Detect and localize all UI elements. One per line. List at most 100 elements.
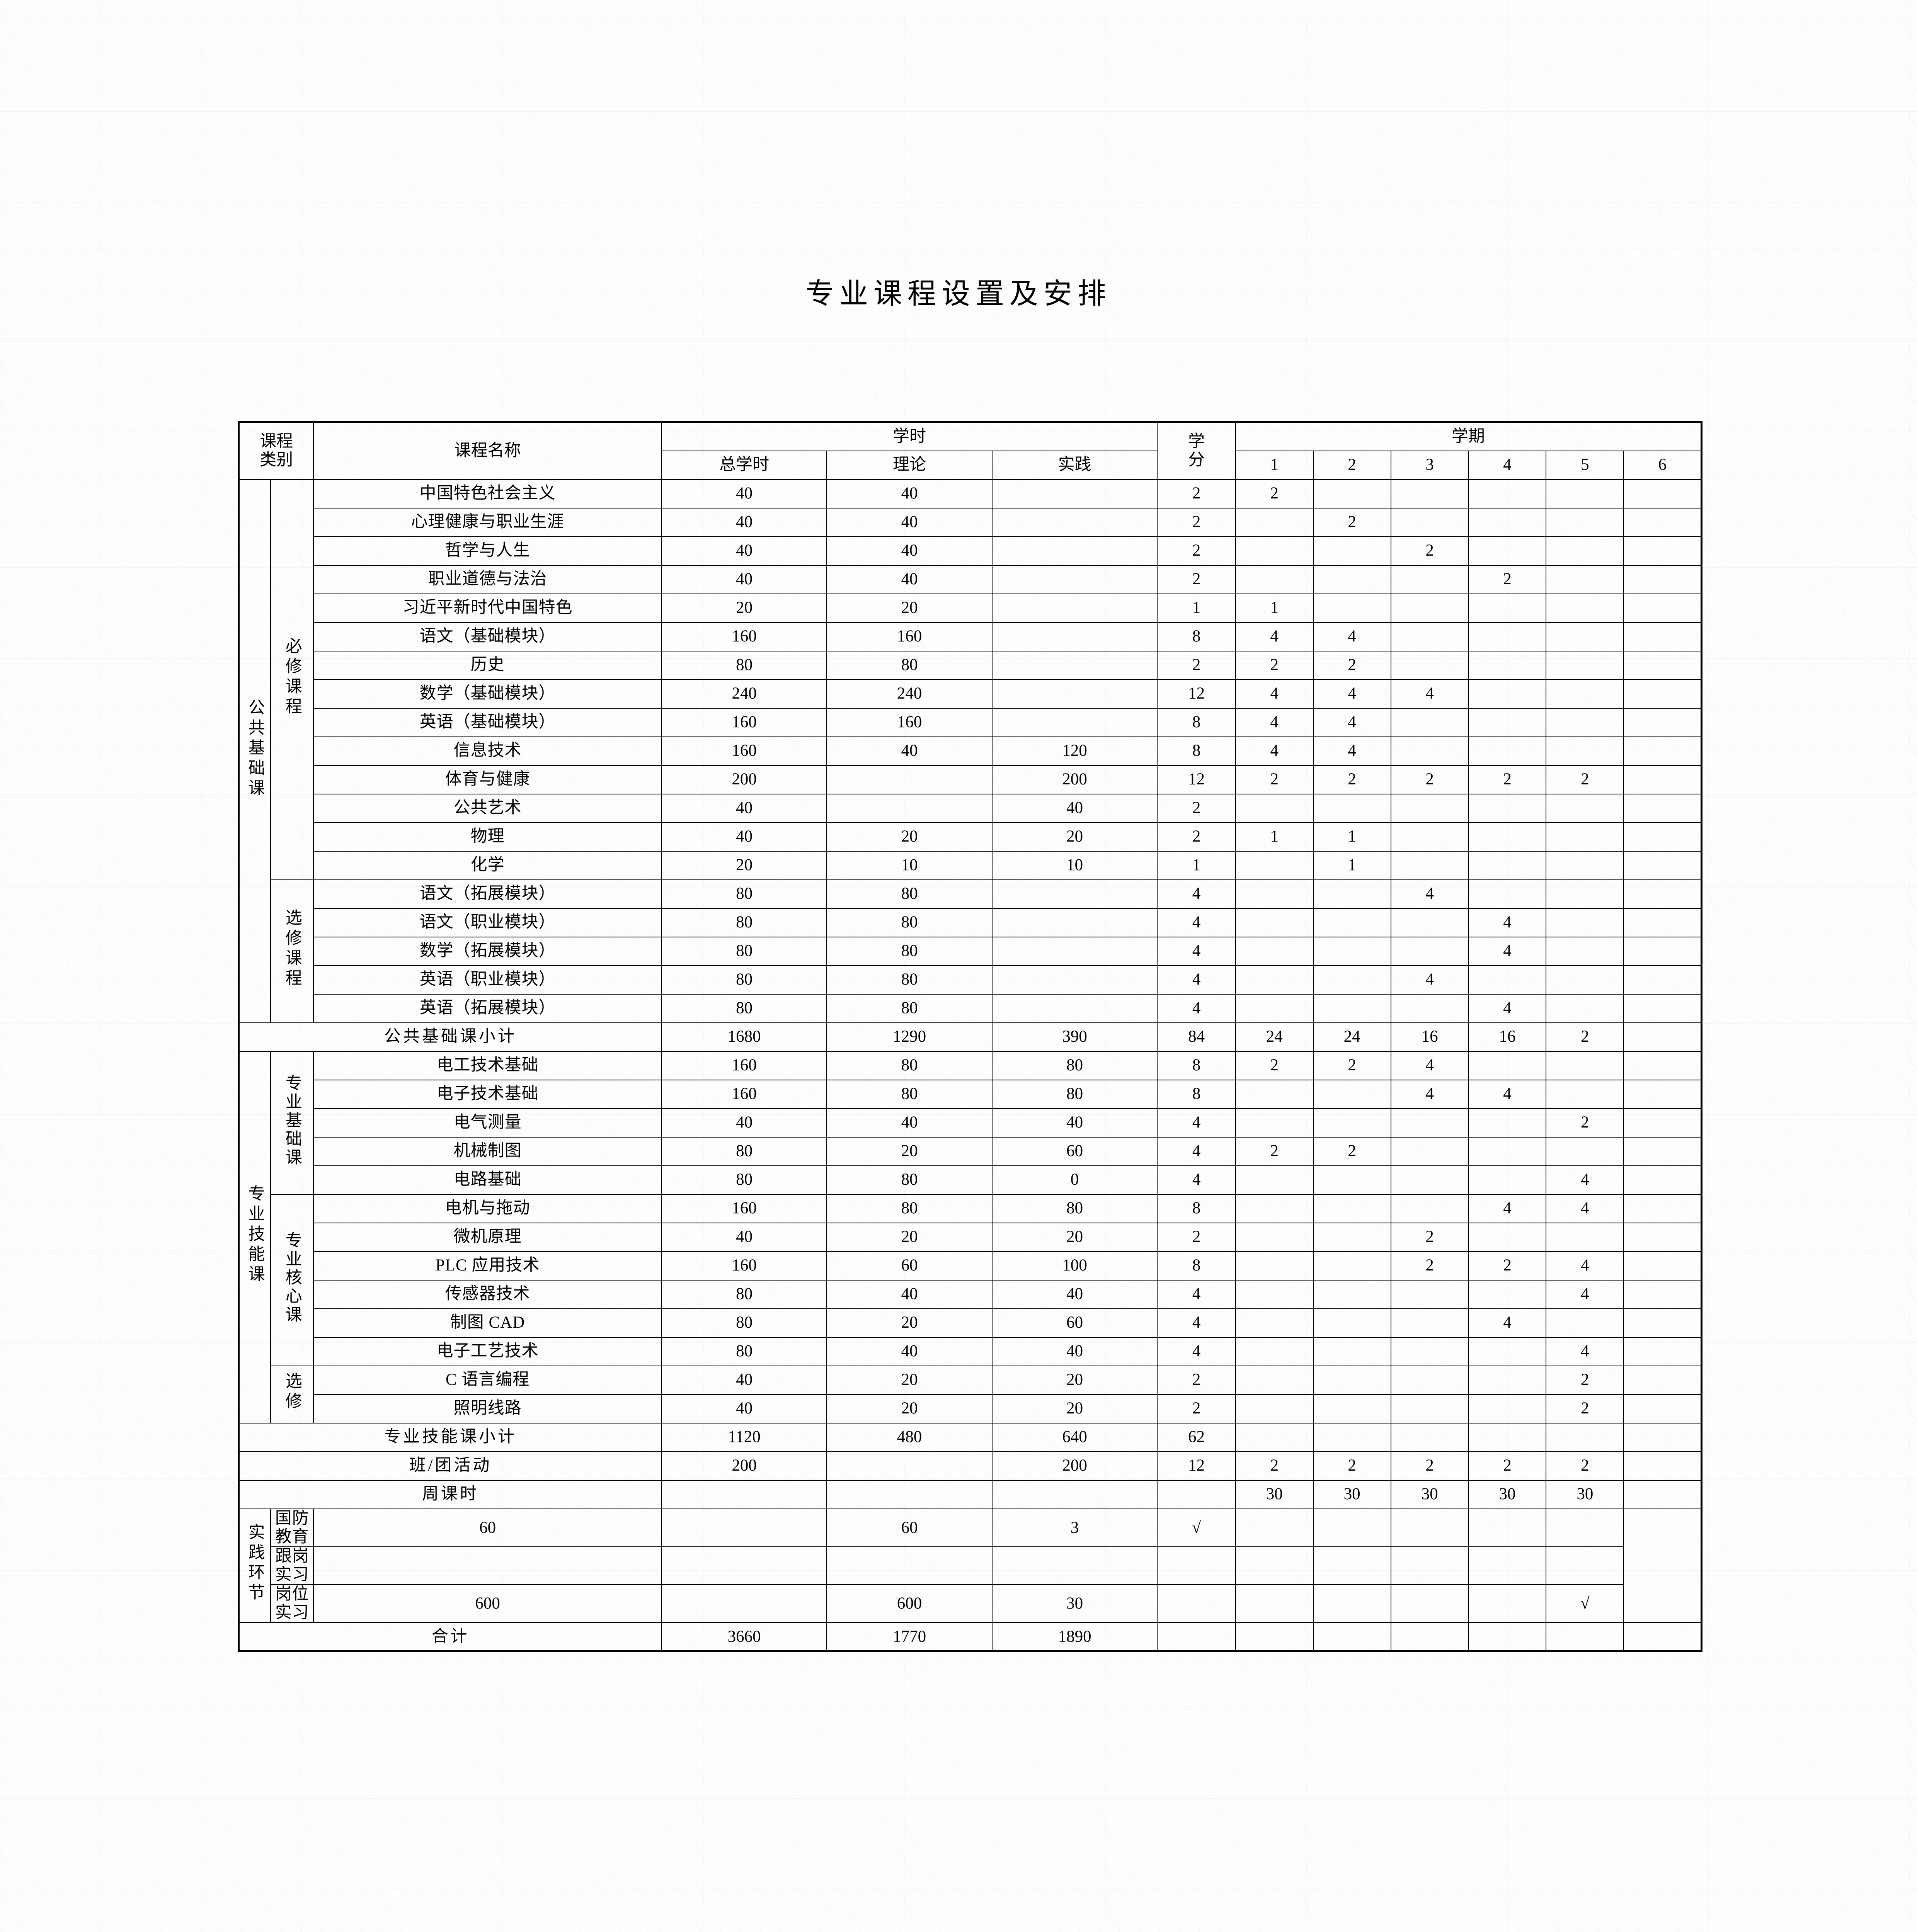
semester-6-cell <box>1623 1108 1702 1138</box>
semester-5-cell <box>1546 1051 1624 1080</box>
semester-5-cell: 30 <box>1546 1480 1624 1509</box>
semester-4-cell <box>1468 1136 1547 1166</box>
semester-1-cell <box>1235 1108 1314 1138</box>
semester-6-cell <box>1623 1051 1702 1080</box>
grand-total-semester-6 <box>1623 1622 1702 1652</box>
semester-4-cell <box>1468 1108 1547 1138</box>
course-name-cell: 体育与健康 <box>313 765 662 794</box>
total-hours-cell: 80 <box>661 1308 827 1338</box>
semester-2-cell <box>1313 965 1391 995</box>
semester-2-cell <box>1313 879 1391 909</box>
header-practice-hours: 实践 <box>991 450 1158 480</box>
table-row: 英语（基础模块） 160 160 8 4 4 <box>239 707 1702 737</box>
header-row-1: 课程 类别 课程名称 学时 学 分 学期 <box>238 422 1702 480</box>
semester-6-cell <box>1623 1194 1702 1223</box>
course-name-cell: 电子技术基础 <box>313 1079 662 1109</box>
practice-hours-cell: 60 <box>991 1308 1158 1338</box>
credit-cell: 4 <box>1157 1108 1236 1138</box>
credit-cell: 30 <box>991 1584 1158 1623</box>
practice-hours-cell: 20 <box>991 1365 1158 1395</box>
semester-5-cell <box>1546 565 1624 594</box>
semester-6-cell <box>1623 1279 1702 1309</box>
total-hours-cell: 160 <box>661 707 827 737</box>
practice-hours-cell <box>991 707 1158 737</box>
semester-3-cell <box>1390 850 1469 880</box>
theory-hours-cell: 160 <box>826 707 993 737</box>
header-semester-6: 6 <box>1623 450 1702 480</box>
semester-1-cell <box>1235 1222 1314 1252</box>
semester-4-cell: 4 <box>1468 1194 1547 1223</box>
semester-6-cell <box>1623 1251 1702 1281</box>
semester-2-cell <box>1313 1365 1391 1395</box>
table-head: 课程 类别 课程名称 学时 学 分 学期 总学时 理论 实践 1 2 3 4 5 <box>238 422 1702 480</box>
subtotal-semester-3: 16 <box>1390 1022 1469 1052</box>
total-hours-cell: 160 <box>661 1251 827 1281</box>
credit-cell <box>1157 1480 1236 1509</box>
semester-4-cell <box>1468 1222 1547 1252</box>
practice-hours-cell <box>991 593 1158 623</box>
semester-4-cell <box>1468 1165 1547 1195</box>
semester-3-cell <box>1390 1365 1469 1395</box>
semester-4-cell <box>1468 965 1547 995</box>
semester-6-cell <box>1623 1337 1702 1366</box>
theory-hours-cell: 10 <box>826 850 993 880</box>
curriculum-table: 课程 类别 课程名称 学时 学 分 学期 总学时 理论 实践 1 2 3 4 5 <box>238 421 1702 1652</box>
semester-5-cell <box>1546 850 1624 880</box>
semester-1-cell <box>1235 993 1314 1023</box>
practice-hours-cell: 40 <box>991 793 1158 823</box>
table-row: 专业核心课 电机与拖动 160 80 80 8 4 4 <box>239 1194 1702 1366</box>
semester-3-cell <box>1390 993 1469 1023</box>
semester-6-cell <box>1623 565 1702 594</box>
practice-hours-cell <box>991 479 1158 509</box>
semester-1-cell <box>1235 1279 1314 1309</box>
credit-cell: 2 <box>1157 479 1236 509</box>
semester-6-cell <box>1623 650 1702 680</box>
subtotal-credit: 84 <box>1157 1022 1236 1052</box>
course-name-cell: 化学 <box>313 850 662 880</box>
semester-2-cell <box>1313 936 1391 966</box>
grand-total-semester-2 <box>1313 1622 1391 1652</box>
semester-5-cell: 4 <box>1546 1251 1624 1281</box>
table-row: 电子工艺技术 80 40 40 4 4 <box>239 1337 1702 1366</box>
subtotal-practice-hours: 390 <box>991 1022 1158 1052</box>
semester-1-cell <box>1235 1337 1314 1366</box>
practice-hours-cell <box>991 965 1158 995</box>
practice-hours-cell: 0 <box>991 1165 1158 1195</box>
grand-total-semester-3 <box>1390 1622 1469 1652</box>
total-hours-cell: 40 <box>661 822 827 852</box>
total-hours-cell: 80 <box>661 879 827 909</box>
semester-4-cell: 4 <box>1468 993 1547 1023</box>
theory-hours-cell: 40 <box>826 536 993 566</box>
semester-4-cell: 2 <box>1468 765 1547 794</box>
theory-hours-cell: 20 <box>826 1308 993 1338</box>
semester-2-cell <box>1313 1079 1391 1109</box>
total-hours-cell: 40 <box>661 1108 827 1138</box>
table-row: 体育与健康 200 200 12 2 2 2 2 2 <box>239 765 1702 794</box>
credit-cell: 4 <box>1157 993 1236 1023</box>
semester-5-cell: 4 <box>1546 1279 1624 1309</box>
header-credit-line2: 分 <box>1188 451 1205 469</box>
theory-hours-cell: 20 <box>826 1394 993 1423</box>
semester-4-cell <box>1390 1584 1469 1623</box>
semester-3-cell <box>1390 479 1469 509</box>
semester-6-cell <box>1623 822 1702 852</box>
semester-4-cell <box>1468 622 1547 651</box>
semester-3-cell: 2 <box>1390 536 1469 566</box>
semester-2-cell <box>1313 993 1391 1023</box>
theory-hours-cell <box>826 793 993 823</box>
course-name-cell: 习近平新时代中国特色 <box>313 593 662 623</box>
course-name-cell: 语文（职业模块） <box>313 908 662 937</box>
semester-1-cell <box>1235 1251 1314 1281</box>
subcategory-required: 必修课程 <box>270 479 314 880</box>
semester-4-cell: 4 <box>1468 1308 1547 1338</box>
theory-hours-cell: 40 <box>826 507 993 537</box>
total-hours-cell: 600 <box>313 1584 662 1623</box>
credit-cell: 8 <box>1157 707 1236 737</box>
semester-5-cell <box>1546 993 1624 1023</box>
semester-2-cell <box>1313 1165 1391 1195</box>
table-row: 公共艺术 40 40 2 <box>239 793 1702 823</box>
table-row: 照明线路 40 20 20 2 2 <box>239 1394 1702 1423</box>
semester-2-cell: 2 <box>1313 1451 1391 1481</box>
header-semester-group: 学期 <box>1235 422 1702 451</box>
